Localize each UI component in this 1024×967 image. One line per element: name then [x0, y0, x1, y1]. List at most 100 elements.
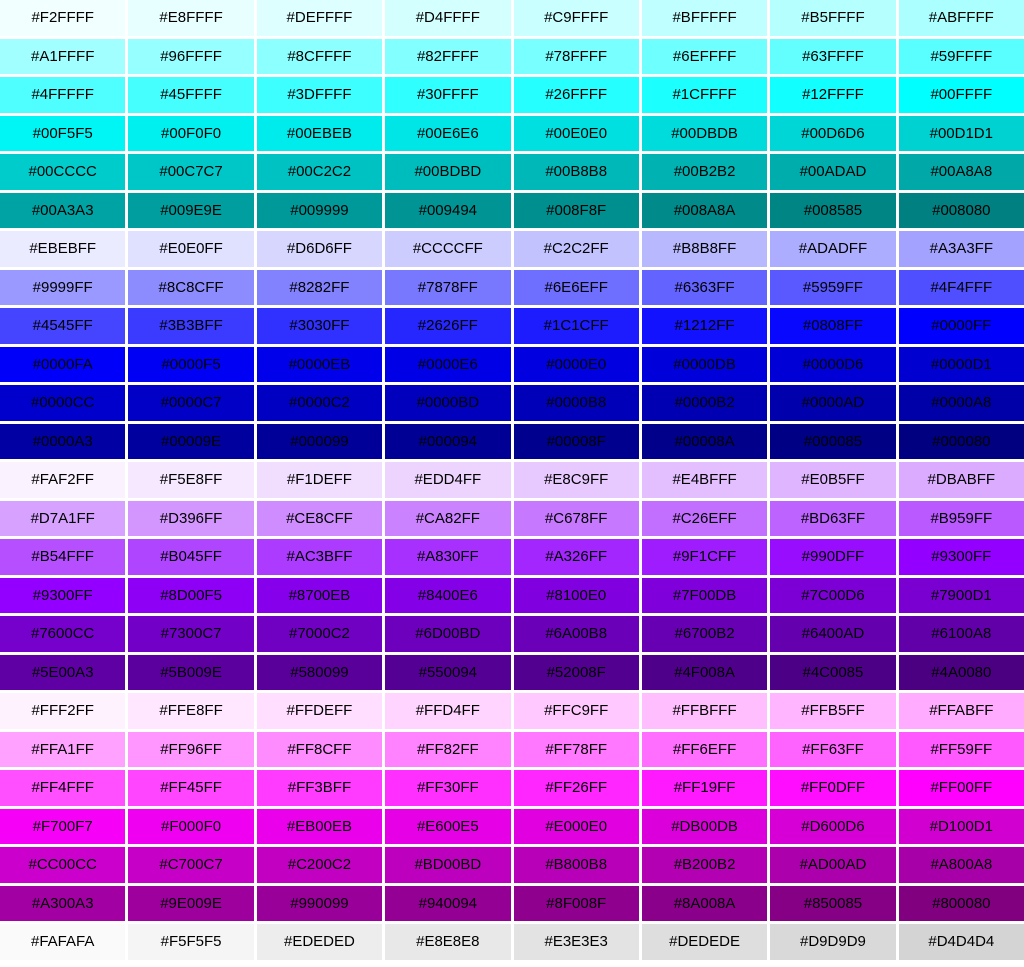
color-swatch[interactable]: #1C1CFF: [513, 308, 639, 344]
color-swatch[interactable]: #00A3A3: [0, 192, 126, 228]
color-swatch[interactable]: #D9D9D9: [770, 924, 896, 960]
color-swatch[interactable]: #00D1D1: [898, 115, 1024, 151]
color-swatch[interactable]: #0000A8: [898, 385, 1024, 421]
color-swatch[interactable]: #C2C2FF: [513, 231, 639, 267]
color-swatch[interactable]: #FAFAFA: [0, 924, 126, 960]
color-swatch[interactable]: #990DFF: [770, 539, 896, 575]
color-swatch[interactable]: #E0B5FF: [770, 462, 896, 498]
color-swatch[interactable]: #8282FF: [256, 269, 383, 305]
color-swatch[interactable]: #A300A3: [0, 885, 126, 921]
color-swatch[interactable]: #A326FF: [513, 539, 639, 575]
color-swatch[interactable]: #0000DB: [641, 346, 768, 382]
color-swatch[interactable]: #FF8CFF: [256, 731, 383, 767]
color-swatch[interactable]: #FF26FF: [513, 770, 639, 806]
color-swatch[interactable]: #0000F5: [128, 346, 254, 382]
color-swatch[interactable]: #D4FFFF: [385, 0, 511, 36]
color-swatch[interactable]: #26FFFF: [513, 77, 639, 113]
color-swatch[interactable]: #7C00D6: [770, 577, 896, 613]
color-swatch[interactable]: #ABFFFF: [898, 0, 1024, 36]
color-swatch[interactable]: #00D6D6: [770, 115, 896, 151]
color-swatch[interactable]: #C26EFF: [641, 500, 768, 536]
color-swatch[interactable]: #6363FF: [641, 269, 768, 305]
color-swatch[interactable]: #00E0E0: [513, 115, 639, 151]
color-swatch[interactable]: #8700EB: [256, 577, 383, 613]
color-swatch[interactable]: #000099: [256, 423, 383, 459]
color-swatch[interactable]: #3030FF: [256, 308, 383, 344]
color-swatch[interactable]: #7F00DB: [641, 577, 768, 613]
color-swatch[interactable]: #EBEBFF: [0, 231, 126, 267]
color-swatch[interactable]: #2626FF: [385, 308, 511, 344]
color-swatch[interactable]: #3B3BFF: [128, 308, 254, 344]
color-swatch[interactable]: #FF19FF: [641, 770, 768, 806]
color-swatch[interactable]: #52008F: [513, 654, 639, 690]
color-swatch[interactable]: #4A0080: [898, 654, 1024, 690]
color-swatch[interactable]: #E3E3E3: [513, 924, 639, 960]
color-swatch[interactable]: #FF78FF: [513, 731, 639, 767]
color-swatch[interactable]: #6A00B8: [513, 616, 639, 652]
color-swatch[interactable]: #00EBEB: [256, 115, 383, 151]
color-swatch[interactable]: #FF0DFF: [770, 770, 896, 806]
color-swatch[interactable]: #A3A3FF: [898, 231, 1024, 267]
color-swatch[interactable]: #FFA1FF: [0, 731, 126, 767]
color-swatch[interactable]: #FF30FF: [385, 770, 511, 806]
color-swatch[interactable]: #FFBFFF: [641, 693, 768, 729]
color-swatch[interactable]: #FF59FF: [898, 731, 1024, 767]
color-swatch[interactable]: #4F008A: [641, 654, 768, 690]
color-swatch[interactable]: #F1DEFF: [256, 462, 383, 498]
color-swatch[interactable]: #008A8A: [641, 192, 768, 228]
color-swatch[interactable]: #DBABFF: [898, 462, 1024, 498]
color-swatch[interactable]: #FF6EFF: [641, 731, 768, 767]
color-swatch[interactable]: #82FFFF: [385, 38, 511, 74]
color-swatch[interactable]: #C9FFFF: [513, 0, 639, 36]
color-swatch[interactable]: #78FFFF: [513, 38, 639, 74]
color-swatch[interactable]: #6D00BD: [385, 616, 511, 652]
color-swatch[interactable]: #B54FFF: [0, 539, 126, 575]
color-swatch[interactable]: #D100D1: [898, 808, 1024, 844]
color-swatch[interactable]: #C678FF: [513, 500, 639, 536]
color-swatch[interactable]: #5959FF: [770, 269, 896, 305]
color-swatch[interactable]: #FFB5FF: [770, 693, 896, 729]
color-swatch[interactable]: #9999FF: [0, 269, 126, 305]
color-swatch[interactable]: #F000F0: [128, 808, 254, 844]
color-swatch[interactable]: #990099: [256, 885, 383, 921]
color-swatch[interactable]: #E600E5: [385, 808, 511, 844]
color-swatch[interactable]: #0000CC: [0, 385, 126, 421]
color-swatch[interactable]: #8A008A: [641, 885, 768, 921]
color-swatch[interactable]: #800080: [898, 885, 1024, 921]
color-swatch[interactable]: #0000FF: [898, 308, 1024, 344]
color-swatch[interactable]: #45FFFF: [128, 77, 254, 113]
color-swatch[interactable]: #8CFFFF: [256, 38, 383, 74]
color-swatch[interactable]: #8400E6: [385, 577, 511, 613]
color-swatch[interactable]: #DEFFFF: [256, 0, 383, 36]
color-swatch[interactable]: #00BDBD: [385, 154, 511, 190]
color-swatch[interactable]: #00F0F0: [128, 115, 254, 151]
color-swatch[interactable]: #0000D1: [898, 346, 1024, 382]
color-swatch[interactable]: #FFD4FF: [385, 693, 511, 729]
color-swatch[interactable]: #8100E0: [513, 577, 639, 613]
color-swatch[interactable]: #9300FF: [0, 577, 126, 613]
color-swatch[interactable]: #00F5F5: [0, 115, 126, 151]
color-swatch[interactable]: #7900D1: [898, 577, 1024, 613]
color-swatch[interactable]: #00C7C7: [128, 154, 254, 190]
color-swatch[interactable]: #BFFFFF: [641, 0, 768, 36]
color-swatch[interactable]: #000085: [770, 423, 896, 459]
color-swatch[interactable]: #8F008F: [513, 885, 639, 921]
color-swatch[interactable]: #B959FF: [898, 500, 1024, 536]
color-swatch[interactable]: #DEDEDE: [641, 924, 768, 960]
color-swatch[interactable]: #7600CC: [0, 616, 126, 652]
color-swatch[interactable]: #FFF2FF: [0, 693, 126, 729]
color-swatch[interactable]: #C700C7: [128, 847, 254, 883]
color-swatch[interactable]: #9E009E: [128, 885, 254, 921]
color-swatch[interactable]: #00FFFF: [898, 77, 1024, 113]
color-swatch[interactable]: #FF82FF: [385, 731, 511, 767]
color-swatch[interactable]: #E0E0FF: [128, 231, 254, 267]
color-swatch[interactable]: #30FFFF: [385, 77, 511, 113]
color-swatch[interactable]: #FFDEFF: [256, 693, 383, 729]
color-swatch[interactable]: #B800B8: [513, 847, 639, 883]
color-swatch[interactable]: #6100A8: [898, 616, 1024, 652]
color-swatch[interactable]: #A800A8: [898, 847, 1024, 883]
color-swatch[interactable]: #D6D6FF: [256, 231, 383, 267]
color-swatch[interactable]: #940094: [385, 885, 511, 921]
color-swatch[interactable]: #009999: [256, 192, 383, 228]
color-swatch[interactable]: #0000BD: [385, 385, 511, 421]
